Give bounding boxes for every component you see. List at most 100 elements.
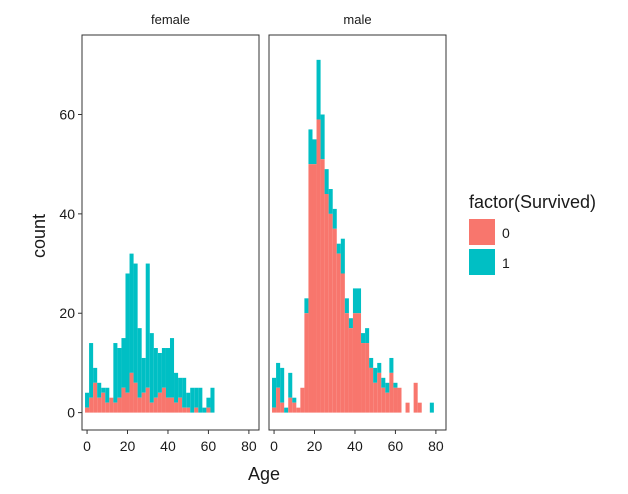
bar-survived-0 [129, 372, 134, 413]
bar-survived-1 [89, 343, 94, 398]
bar-survived-0 [332, 228, 337, 413]
bar-survived-1 [284, 407, 289, 413]
bar-survived-0 [348, 328, 353, 413]
legend-key-1 [469, 249, 495, 275]
bar-survived-1 [165, 348, 170, 398]
bar-survived-1 [113, 343, 118, 403]
bar-survived-1 [194, 387, 199, 408]
bar-survived-1 [280, 367, 285, 403]
bar-survived-0 [194, 407, 199, 413]
bar-survived-0 [125, 392, 130, 413]
bar-survived-1 [276, 362, 281, 388]
bar-survived-1 [385, 382, 390, 393]
bar-survived-0 [413, 382, 418, 413]
x-tick-label: 20 [307, 438, 323, 454]
bar-survived-1 [206, 397, 211, 408]
bar-survived-1 [153, 348, 158, 398]
y-tick-label: 0 [67, 405, 75, 421]
bar-survived-1 [129, 253, 134, 373]
legend-key-0 [469, 219, 495, 245]
bar-survived-0 [320, 159, 325, 413]
bar-survived-0 [336, 253, 341, 413]
bar-survived-0 [97, 397, 102, 413]
bar-survived-0 [280, 402, 285, 413]
bar-survived-1 [429, 402, 434, 413]
bar-survived-1 [288, 372, 293, 398]
bar-survived-1 [85, 392, 90, 408]
x-axis-male: 0 20 40 60 80 [270, 430, 444, 454]
bar-survived-1 [308, 129, 313, 165]
bar-survived-1 [340, 238, 345, 274]
panel-border-female [81, 34, 260, 431]
bar-survived-1 [149, 333, 154, 403]
bar-survived-0 [417, 402, 422, 413]
bar-survived-1 [393, 382, 398, 388]
bar-survived-0 [145, 387, 150, 413]
x-tick-label: 0 [83, 438, 91, 454]
bar-survived-1 [320, 114, 325, 160]
bar-survived-0 [389, 372, 394, 413]
bar-survived-0 [182, 407, 187, 413]
bar-survived-0 [316, 119, 321, 413]
bar-survived-0 [276, 387, 281, 413]
bar-survived-0 [141, 392, 146, 413]
bar-survived-1 [361, 333, 366, 344]
bar-survived-1 [336, 243, 341, 254]
bar-survived-0 [169, 397, 175, 413]
bar-survived-0 [373, 382, 378, 413]
bar-survived-0 [109, 397, 114, 413]
bar-survived-0 [133, 382, 138, 413]
bar-survived-1 [137, 328, 142, 398]
x-tick-label: 40 [160, 438, 176, 454]
bar-survived-1 [93, 367, 98, 383]
bar-survived-1 [161, 348, 166, 388]
bar-survived-1 [105, 387, 110, 403]
bars-female [85, 253, 215, 413]
bar-survived-0 [328, 213, 333, 413]
bar-survived-0 [381, 387, 386, 413]
bar-survived-1 [292, 397, 297, 403]
legend-label-0: 0 [502, 225, 510, 241]
x-tick-label: 20 [120, 438, 136, 454]
bar-survived-1 [344, 298, 349, 314]
bar-survived-0 [304, 313, 309, 413]
bar-survived-0 [113, 402, 118, 413]
bar-survived-0 [344, 313, 349, 413]
x-tick-label: 80 [241, 438, 257, 454]
y-tick-label: 40 [59, 206, 75, 222]
x-tick-label: 80 [428, 438, 444, 454]
bar-survived-1 [182, 377, 187, 408]
x-tick-label: 60 [388, 438, 404, 454]
bar-survived-0 [365, 343, 370, 413]
bar-survived-1 [117, 348, 122, 398]
panel-border-male [268, 34, 447, 431]
bar-survived-0 [89, 397, 94, 413]
bar-survived-0 [288, 397, 293, 413]
bar-survived-0 [153, 397, 158, 413]
bar-survived-0 [300, 387, 305, 413]
bar-survived-0 [174, 402, 179, 413]
bar-survived-1 [373, 367, 378, 383]
bar-survived-1 [328, 189, 333, 214]
bar-survived-0 [93, 382, 98, 413]
x-tick-label: 60 [201, 438, 217, 454]
legend-title: factor(Survived) [469, 192, 596, 212]
bar-survived-1 [186, 392, 191, 408]
bar-survived-0 [157, 392, 162, 413]
bar-survived-1 [365, 328, 370, 344]
bar-survived-0 [385, 392, 390, 413]
bar-survived-1 [352, 288, 357, 314]
bar-survived-1 [190, 387, 195, 413]
bar-survived-0 [397, 387, 402, 413]
bar-survived-0 [105, 402, 110, 413]
bar-survived-0 [369, 367, 374, 413]
bar-survived-0 [85, 407, 90, 413]
bar-survived-0 [206, 407, 211, 413]
legend-label-1: 1 [502, 255, 510, 271]
y-tick-label: 60 [59, 106, 75, 122]
x-axis-title: Age [248, 464, 280, 484]
bar-survived-1 [381, 377, 386, 388]
x-tick-label: 40 [347, 438, 363, 454]
bar-survived-1 [133, 263, 138, 383]
bar-survived-0 [296, 407, 301, 413]
